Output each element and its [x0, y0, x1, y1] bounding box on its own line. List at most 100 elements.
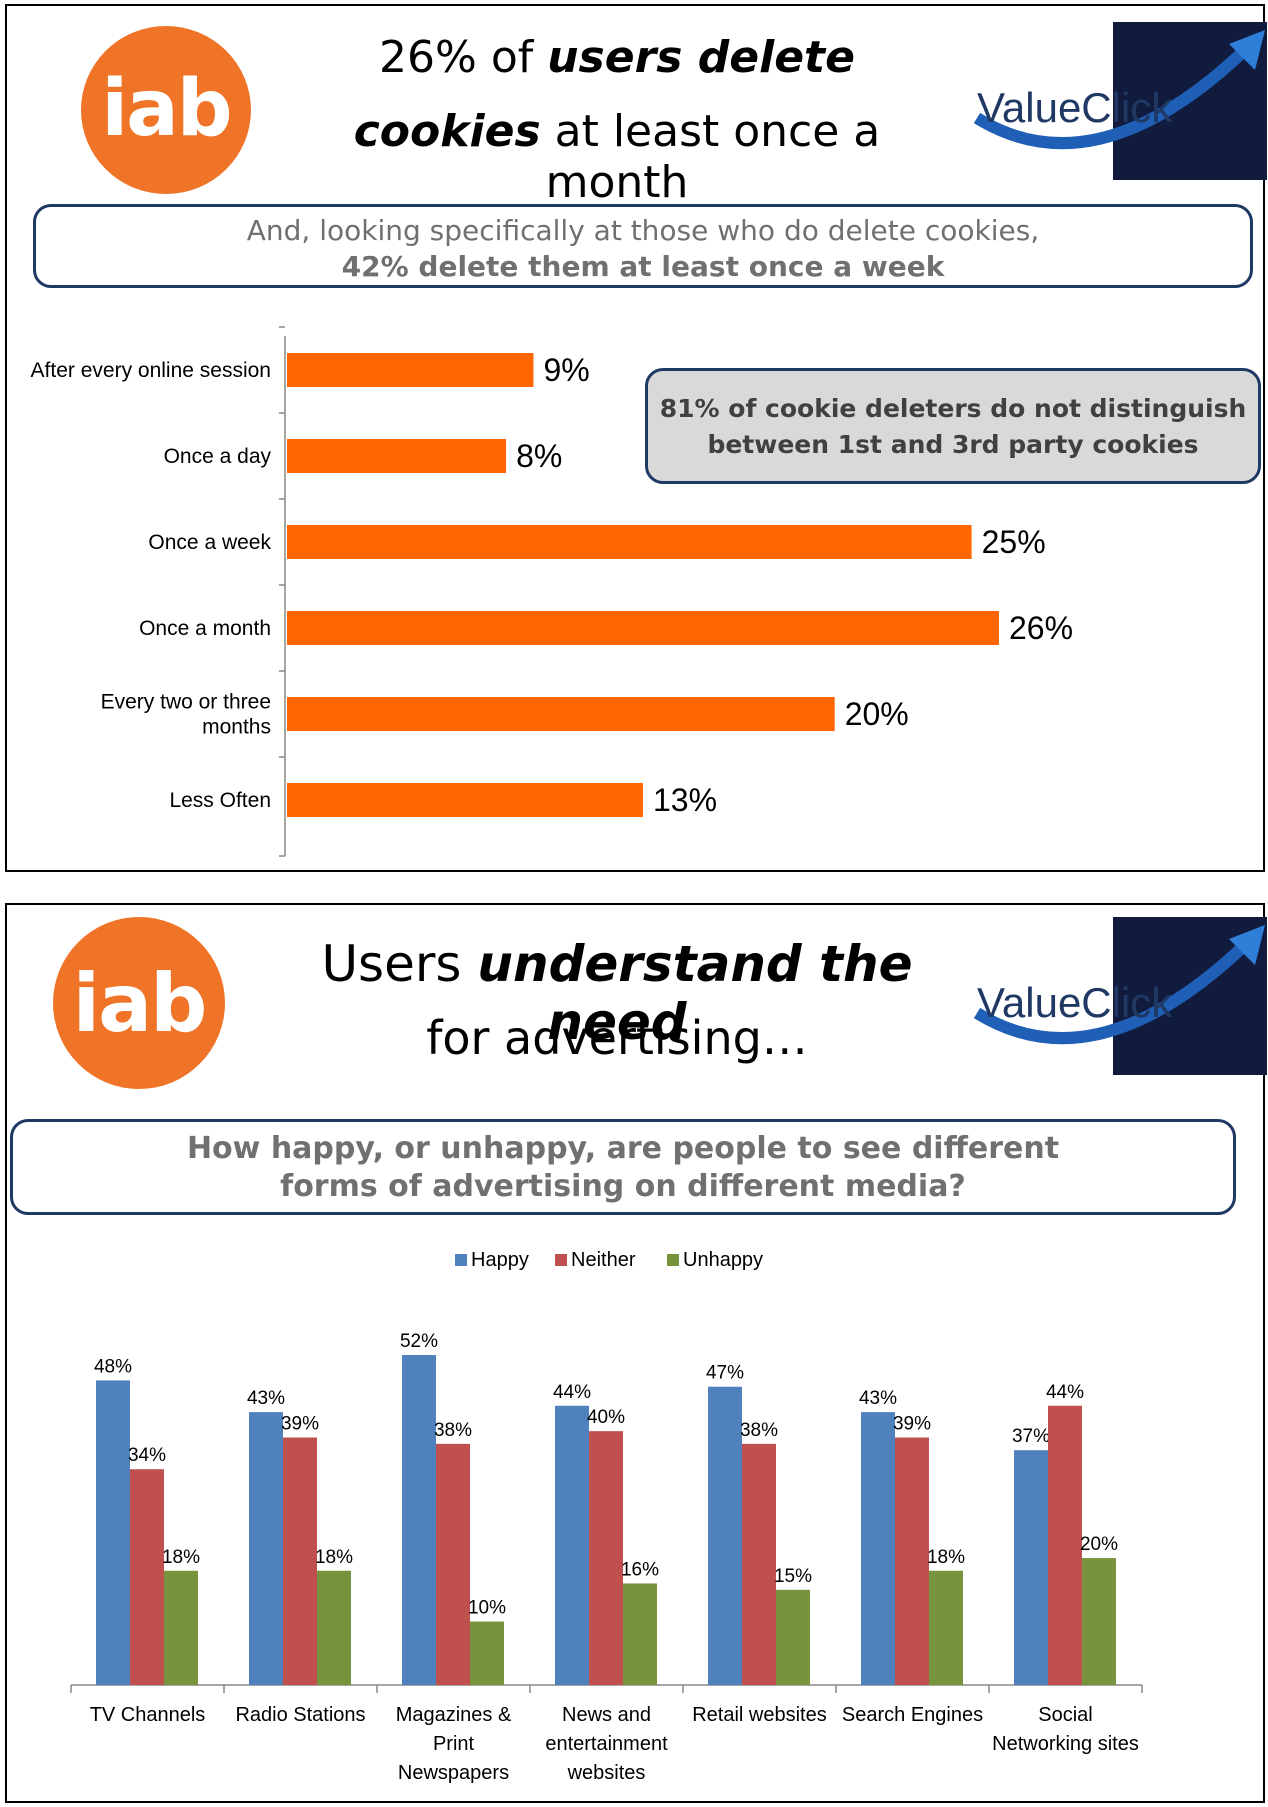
bar-unhappy: [470, 1621, 504, 1685]
callout-box: How happy, or unhappy, are people to see…: [10, 1119, 1236, 1215]
category-label: Search Engines: [842, 1704, 983, 1726]
bar-happy: [861, 1412, 895, 1685]
bar-value-label: 44%: [1046, 1382, 1084, 1403]
headline-line1: 26% of users delete: [277, 32, 957, 83]
bar-value-label: 18%: [162, 1547, 200, 1568]
category-label-line: News and: [562, 1704, 651, 1726]
bar-value-label: 18%: [927, 1547, 965, 1568]
category-label-line: months: [202, 716, 271, 739]
legend-label: Happy: [471, 1249, 529, 1271]
note-line1: 81% of cookie deleters do not distinguis…: [659, 394, 1247, 423]
frequency-bar-chart: 9% After every online session 8% Once a day…: [31, 326, 1073, 857]
category-label-line: Less Often: [169, 789, 271, 812]
category-label: Less Often: [169, 789, 271, 812]
bar-neither: [895, 1437, 929, 1685]
bar-value-label: 38%: [434, 1420, 472, 1441]
bar-happy: [555, 1405, 589, 1685]
legend-label: Neither: [571, 1249, 636, 1271]
bar-happy: [1014, 1450, 1048, 1685]
legend-label: Unhappy: [683, 1249, 763, 1271]
category-label-line: entertainment: [545, 1733, 668, 1755]
bar-neither: [436, 1443, 470, 1685]
headline-line2: cookies at least once a month: [277, 106, 957, 208]
note-line2: between 1st and 3rd party cookies: [707, 430, 1199, 459]
bar-unhappy: [164, 1570, 198, 1685]
slide-cookie-deletion: iab 26% of users delete cookies at least…: [5, 4, 1267, 872]
bar: [287, 697, 835, 731]
category-label-line: Once a day: [164, 445, 272, 468]
bar-value-label: 47%: [706, 1363, 744, 1384]
valueclick-logo: ValueClick: [973, 917, 1267, 1075]
bar-unhappy: [929, 1570, 963, 1685]
bar-happy: [402, 1355, 436, 1685]
category-label-line: TV Channels: [90, 1704, 206, 1726]
category-label: Radio Stations: [235, 1704, 365, 1726]
bar-value-label: 16%: [621, 1559, 659, 1580]
category-label-line: Once a week: [148, 531, 271, 554]
bar-value-label: 20%: [1080, 1534, 1118, 1555]
bar-value-label: 10%: [468, 1598, 506, 1619]
bar-value-label: 40%: [587, 1407, 625, 1428]
valueclick-logo: ValueClick: [973, 22, 1267, 180]
bar-value-label: 43%: [247, 1388, 285, 1409]
legend-swatch: [455, 1254, 467, 1266]
category-label: Retail websites: [692, 1704, 827, 1726]
headline-emphasis: users delete: [547, 32, 855, 83]
callout-line2: 42% delete them at least once a week: [341, 250, 945, 283]
category-label-line: websites: [567, 1762, 646, 1784]
note-box: 81% of cookie deleters do not distinguis…: [645, 368, 1261, 484]
category-label: Once a month: [139, 617, 271, 640]
bar: [287, 783, 643, 817]
headline-text: 26% of: [379, 32, 548, 83]
category-label-line: Search Engines: [842, 1704, 983, 1726]
bar: [287, 439, 507, 473]
category-label-line: Magazines &: [396, 1704, 512, 1726]
bar-neither: [742, 1443, 776, 1685]
iab-logo-text: iab: [101, 64, 232, 154]
category-label: Once a day: [164, 445, 272, 468]
bar-value-label: 18%: [315, 1547, 353, 1568]
legend-swatch: [667, 1254, 679, 1266]
bar-happy: [249, 1412, 283, 1685]
valueclick-logo-text: ValueClick: [977, 979, 1173, 1026]
category-label-line: Once a month: [139, 617, 271, 640]
category-label-line: After every online session: [31, 359, 271, 382]
bar-value-label: 25%: [982, 524, 1046, 560]
legend-swatch: [555, 1254, 567, 1266]
headline-emphasis: cookies: [353, 106, 541, 157]
headline-emphasis: understand the need: [477, 935, 913, 1051]
category-label: Magazines & Print Newspapers: [396, 1704, 512, 1784]
bar-value-label: 20%: [845, 696, 909, 732]
category-label: Social Networking sites: [992, 1704, 1139, 1755]
bar: [287, 525, 972, 559]
valueclick-arrow-icon: [1229, 30, 1265, 70]
bar-value-label: 38%: [740, 1420, 778, 1441]
bar-value-label: 52%: [400, 1331, 438, 1352]
bar-value-label: 37%: [1012, 1426, 1050, 1447]
callout-box: And, looking specifically at those who d…: [33, 204, 1253, 288]
category-label: News and entertainment websites: [545, 1704, 668, 1784]
bar-unhappy: [776, 1589, 810, 1685]
category-label: Every two or three months: [101, 691, 271, 739]
category-label: Once a week: [148, 531, 271, 554]
headline-line2: for advertising…: [426, 1011, 808, 1065]
headline-text: at least once a month: [540, 106, 881, 208]
iab-logo: iab: [81, 26, 251, 194]
iab-logo-text: iab: [72, 957, 208, 1050]
bar: [287, 353, 534, 387]
bar-value-label: 34%: [128, 1445, 166, 1466]
valueclick-swoosh: [973, 938, 1252, 1044]
category-label: TV Channels: [90, 1704, 206, 1726]
bar-value-label: 8%: [516, 438, 562, 474]
callout-line1: And, looking specifically at those who d…: [246, 214, 1040, 247]
bar-value-label: 43%: [859, 1388, 897, 1409]
bar-unhappy: [1082, 1558, 1116, 1685]
category-label-line: Newspapers: [398, 1762, 509, 1784]
category-label-line: Print: [433, 1733, 475, 1755]
category-label-line: Social: [1038, 1704, 1092, 1726]
bar-neither: [130, 1469, 164, 1685]
bar-neither: [1048, 1405, 1082, 1685]
callout-line1: How happy, or unhappy, are people to see…: [186, 1131, 1060, 1166]
bar-unhappy: [317, 1570, 351, 1685]
bar-value-label: 39%: [281, 1414, 319, 1435]
